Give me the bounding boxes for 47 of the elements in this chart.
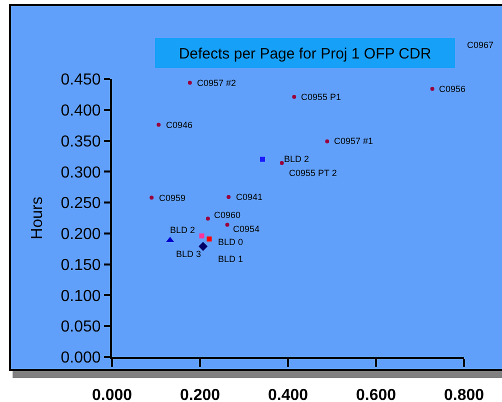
x-tick-label: 0.800 <box>444 387 484 402</box>
y-tick-label: 0.100 <box>60 288 101 305</box>
annotation: C0954 <box>233 224 260 234</box>
y-tick-label: 0.350 <box>60 133 101 150</box>
annotation: BLD 1 <box>218 254 244 264</box>
annotation: BLD 2 <box>170 225 196 235</box>
x-tick-label: 0.200 <box>180 387 220 402</box>
point <box>226 195 231 199</box>
y-tick-label: 0.450 <box>60 72 101 89</box>
annotation: C0959 <box>159 193 186 203</box>
point <box>260 156 265 162</box>
annotation: C0955 PT 2 <box>289 168 337 178</box>
annotation: C0960 <box>214 210 241 220</box>
point <box>199 233 204 238</box>
y-tick-label: 0.000 <box>60 350 101 367</box>
annotation: BLD 3 <box>176 249 202 259</box>
point <box>280 161 284 166</box>
y-tick-label: 0.250 <box>60 195 101 212</box>
y-tick-label: 0.150 <box>60 256 101 274</box>
chart-title: Defects per Page for Proj 1 OFP CDR <box>178 45 432 62</box>
point <box>430 86 434 91</box>
x-tick-label: 0.000 <box>92 387 132 402</box>
annotation: C0946 <box>166 120 193 130</box>
text: C0967 <box>467 40 494 50</box>
x-tick-label: 0.600 <box>356 387 396 402</box>
y-tick-label: 0.400 <box>60 102 101 120</box>
annotation: BLD 0 <box>218 237 244 247</box>
y-tick-label: 0.300 <box>60 164 101 182</box>
annotation: BLD 2 <box>284 154 310 164</box>
point <box>292 94 296 99</box>
annotation: C0955 P1 <box>301 92 342 102</box>
point <box>206 216 210 221</box>
point <box>198 242 208 251</box>
point <box>150 196 154 200</box>
point <box>325 139 330 144</box>
y-axis-title: Hours <box>29 196 46 240</box>
point <box>188 80 192 85</box>
annotation: C0941 <box>236 192 263 202</box>
y-tick-label: 0.200 <box>60 226 101 244</box>
annotation: C0957 #2 <box>197 78 236 88</box>
y-tick-label: 0.050 <box>60 318 101 336</box>
annotation: C0956 <box>439 84 466 94</box>
point <box>156 122 161 127</box>
x-tick-label: 0.400 <box>268 387 308 402</box>
annotation: C0957 #1 <box>334 136 374 146</box>
point <box>206 236 212 242</box>
point <box>225 222 230 227</box>
